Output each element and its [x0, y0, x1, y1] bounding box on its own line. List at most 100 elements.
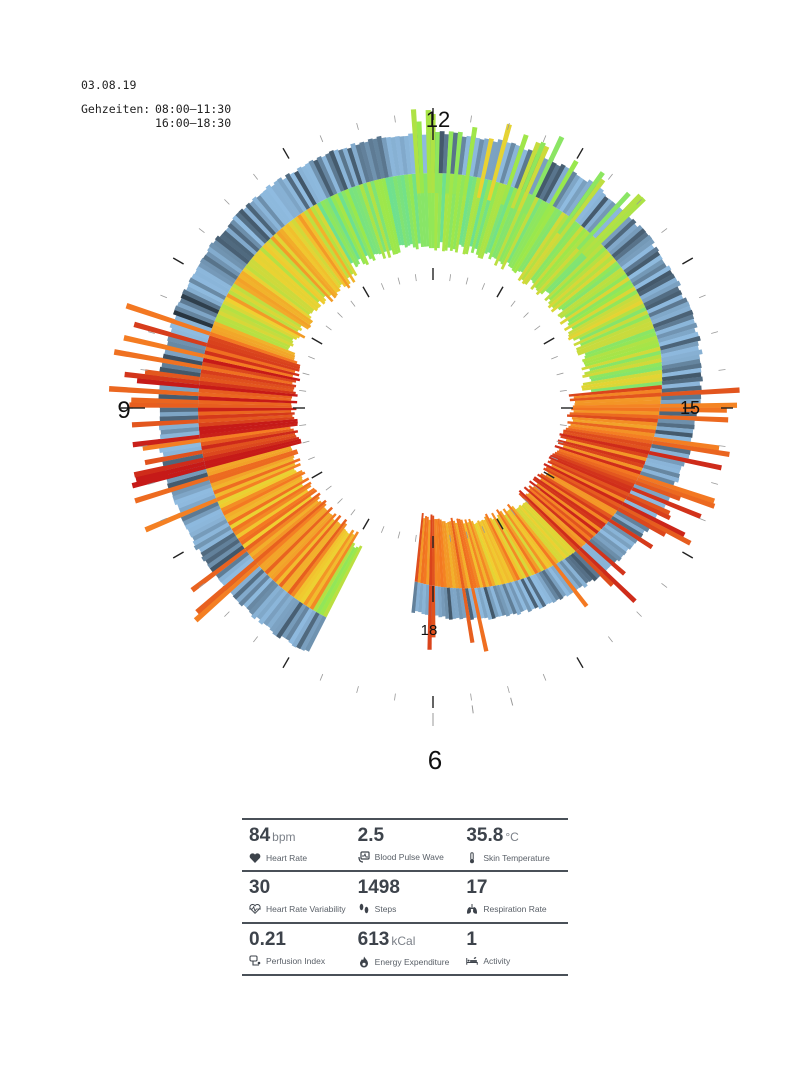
calm-bar — [661, 376, 703, 386]
activity-bar — [518, 492, 579, 552]
activity-bar — [506, 510, 551, 569]
activity-bar — [278, 227, 338, 297]
activity-bar — [267, 512, 331, 578]
inner-tick — [510, 300, 516, 307]
lungs-icon — [466, 903, 478, 915]
activity-bar — [200, 428, 294, 447]
calm-bar — [174, 305, 215, 325]
outer-tick — [470, 115, 472, 123]
activity-bar — [208, 449, 298, 480]
activity-bar — [273, 232, 332, 297]
activity-bar — [528, 485, 594, 539]
activity-bar — [316, 546, 356, 614]
activity-bar — [572, 419, 657, 430]
bed-icon — [466, 955, 479, 967]
inner-tick — [523, 312, 529, 318]
activity-bar — [567, 299, 644, 341]
activity-bar — [235, 489, 309, 539]
calm-bar — [284, 172, 311, 210]
calm-bar — [615, 510, 650, 533]
activity-bar — [563, 429, 652, 448]
inner-tick — [308, 456, 315, 461]
activity-bar — [477, 182, 504, 259]
activity-bar — [214, 317, 290, 351]
activity-bar — [358, 183, 387, 259]
activity-spike — [144, 449, 203, 466]
activity-bar — [435, 519, 441, 587]
activity-spike — [461, 588, 475, 644]
calm-bar — [249, 200, 280, 234]
activity-bar — [370, 180, 393, 251]
calm-bar — [394, 135, 405, 176]
activity-bar — [222, 299, 298, 340]
activity-spike — [581, 193, 643, 256]
calm-bar — [346, 147, 363, 185]
activity-spike — [658, 415, 729, 423]
activity-spike — [135, 461, 206, 483]
activity-bar — [278, 514, 342, 588]
activity-spike — [539, 159, 579, 224]
calm-bar — [503, 144, 521, 186]
heart-icon — [249, 852, 261, 864]
calm-bar — [187, 281, 225, 304]
activity-bar — [557, 267, 624, 318]
activity-bar — [306, 207, 356, 283]
calm-bar — [161, 362, 202, 374]
calm-bar — [558, 560, 583, 589]
activity-bar — [287, 518, 348, 595]
activity-bar — [470, 179, 493, 254]
inner-tick — [449, 534, 452, 542]
calm-bar — [221, 557, 255, 586]
calm-bar — [276, 177, 304, 215]
outer-tick — [507, 122, 510, 130]
calm-bar — [418, 583, 424, 613]
calm-bar — [198, 262, 235, 287]
activity-bar — [495, 509, 539, 575]
activity-bar — [198, 403, 292, 408]
calm-bar — [162, 353, 203, 366]
activity-bar — [565, 439, 647, 462]
calm-bar — [645, 457, 682, 471]
calm-bar — [296, 166, 321, 204]
activity-bar — [431, 515, 435, 586]
heart-rate-icon — [249, 903, 261, 915]
activity-spike — [523, 135, 565, 215]
stat-label: Energy Expenditure — [374, 957, 450, 967]
activity-bar — [545, 466, 622, 509]
activity-bar — [508, 508, 554, 568]
calm-bar — [656, 426, 694, 434]
activity-spike — [586, 540, 626, 576]
activity-spike — [131, 464, 207, 489]
calm-bar — [199, 257, 237, 284]
calm-bar — [581, 544, 609, 571]
activity-bar — [577, 324, 655, 356]
activity-spike — [416, 121, 425, 194]
calm-bar — [245, 202, 277, 236]
calm-bar — [174, 315, 213, 332]
calm-bar — [507, 581, 525, 613]
calm-bar — [649, 447, 690, 459]
outer-tick — [198, 583, 205, 588]
calm-bar — [616, 234, 653, 265]
inner-tick — [556, 440, 564, 444]
activity-spike — [578, 547, 637, 604]
activity-bar — [201, 361, 297, 383]
activity-bar — [443, 521, 453, 589]
activity-bar — [202, 357, 301, 382]
calm-bar — [256, 587, 285, 620]
activity-bar — [535, 230, 591, 292]
outer-tick — [711, 482, 719, 485]
calm-bar — [589, 538, 618, 563]
outer-tick — [394, 693, 396, 701]
calm-bar — [643, 464, 681, 479]
activity-bar — [551, 464, 626, 503]
activity-bar — [240, 270, 314, 324]
calm-bar — [610, 516, 644, 538]
calm-bar — [159, 442, 202, 453]
activity-bar — [199, 421, 298, 435]
activity-spike — [476, 138, 494, 199]
activity-bar — [223, 475, 303, 520]
activity-bar — [198, 384, 298, 397]
activity-spike — [560, 178, 606, 237]
calm-bar — [661, 358, 701, 370]
